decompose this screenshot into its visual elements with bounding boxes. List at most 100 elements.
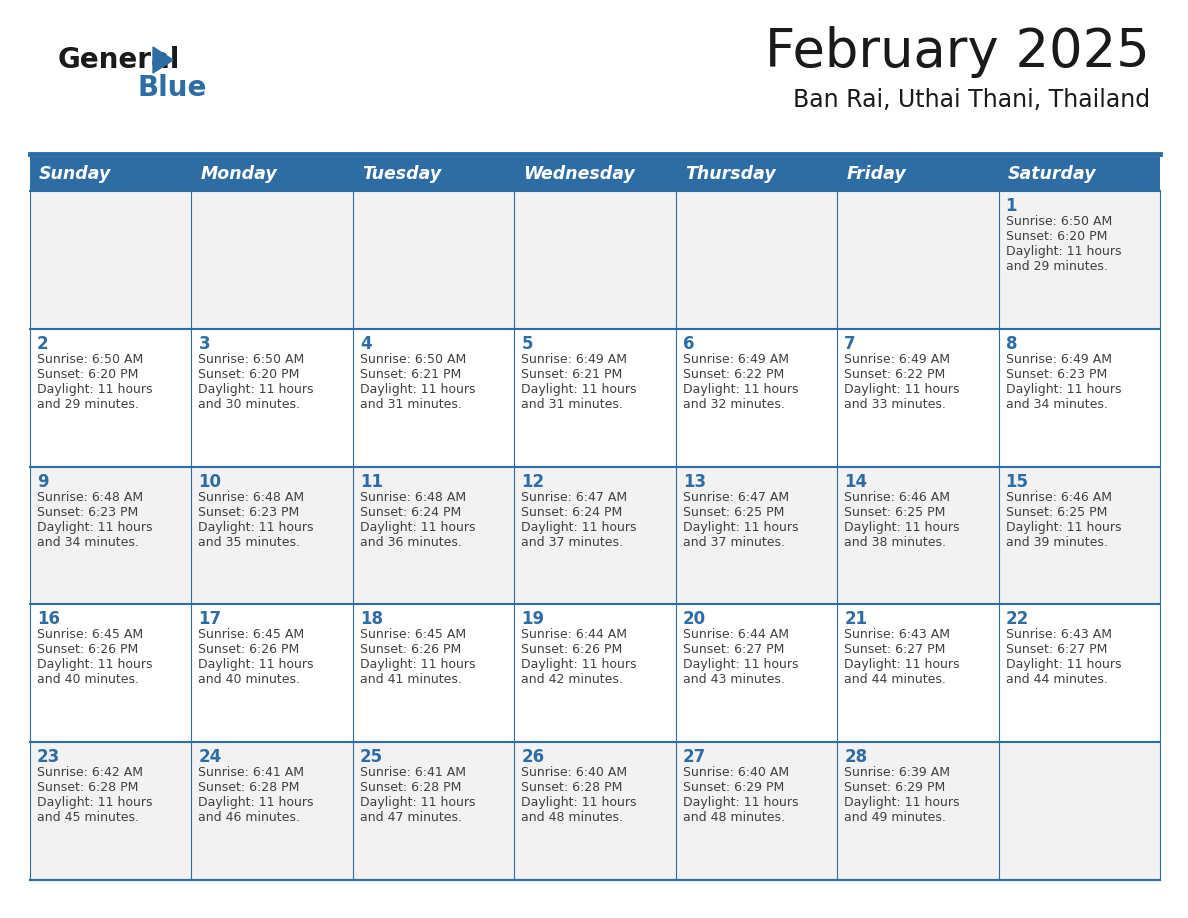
Text: Daylight: 11 hours: Daylight: 11 hours xyxy=(683,383,798,396)
Text: Sunrise: 6:46 AM: Sunrise: 6:46 AM xyxy=(1005,490,1112,504)
Bar xyxy=(191,742,353,880)
Text: Daylight: 11 hours: Daylight: 11 hours xyxy=(1005,245,1121,258)
Text: and 33 minutes.: and 33 minutes. xyxy=(845,397,946,410)
Text: and 44 minutes.: and 44 minutes. xyxy=(845,674,946,687)
Text: Saturday: Saturday xyxy=(1007,165,1097,183)
Text: Daylight: 11 hours: Daylight: 11 hours xyxy=(522,658,637,671)
Text: Sunrise: 6:48 AM: Sunrise: 6:48 AM xyxy=(198,490,304,504)
Text: and 31 minutes.: and 31 minutes. xyxy=(360,397,462,410)
Text: and 47 minutes.: and 47 minutes. xyxy=(360,812,462,824)
Text: Ban Rai, Uthai Thani, Thailand: Ban Rai, Uthai Thani, Thailand xyxy=(792,88,1150,112)
Text: and 29 minutes.: and 29 minutes. xyxy=(37,397,139,410)
Text: Sunset: 6:29 PM: Sunset: 6:29 PM xyxy=(683,781,784,794)
Text: 1: 1 xyxy=(1005,197,1017,215)
Text: and 37 minutes.: and 37 minutes. xyxy=(683,535,785,549)
Text: and 45 minutes.: and 45 minutes. xyxy=(37,812,139,824)
Text: Sunset: 6:28 PM: Sunset: 6:28 PM xyxy=(522,781,623,794)
Text: Sunset: 6:22 PM: Sunset: 6:22 PM xyxy=(845,368,946,381)
Polygon shape xyxy=(153,47,173,73)
Bar xyxy=(838,742,999,880)
Text: and 44 minutes.: and 44 minutes. xyxy=(1005,674,1107,687)
Text: Sunrise: 6:45 AM: Sunrise: 6:45 AM xyxy=(37,629,143,642)
Text: 11: 11 xyxy=(360,473,383,490)
Bar xyxy=(676,466,838,604)
Text: 4: 4 xyxy=(360,335,372,353)
Bar xyxy=(676,742,838,880)
Text: Daylight: 11 hours: Daylight: 11 hours xyxy=(360,383,475,396)
Text: Sunrise: 6:48 AM: Sunrise: 6:48 AM xyxy=(360,490,466,504)
Text: Sunrise: 6:42 AM: Sunrise: 6:42 AM xyxy=(37,767,143,779)
Text: Sunset: 6:25 PM: Sunset: 6:25 PM xyxy=(845,506,946,519)
Bar xyxy=(191,604,353,742)
Text: and 49 minutes.: and 49 minutes. xyxy=(845,812,946,824)
Text: Daylight: 11 hours: Daylight: 11 hours xyxy=(37,521,152,533)
Bar xyxy=(514,604,676,742)
Text: Daylight: 11 hours: Daylight: 11 hours xyxy=(845,658,960,671)
Text: Sunset: 6:24 PM: Sunset: 6:24 PM xyxy=(522,506,623,519)
Text: Sunset: 6:23 PM: Sunset: 6:23 PM xyxy=(198,506,299,519)
Bar xyxy=(514,742,676,880)
Text: Daylight: 11 hours: Daylight: 11 hours xyxy=(845,383,960,396)
Text: Friday: Friday xyxy=(846,165,906,183)
Bar xyxy=(514,157,676,191)
Text: Daylight: 11 hours: Daylight: 11 hours xyxy=(1005,658,1121,671)
Text: Sunset: 6:27 PM: Sunset: 6:27 PM xyxy=(683,644,784,656)
Text: Sunrise: 6:49 AM: Sunrise: 6:49 AM xyxy=(683,353,789,365)
Text: and 41 minutes.: and 41 minutes. xyxy=(360,674,462,687)
Text: Sunrise: 6:45 AM: Sunrise: 6:45 AM xyxy=(198,629,304,642)
Text: Sunrise: 6:41 AM: Sunrise: 6:41 AM xyxy=(360,767,466,779)
Text: Sunrise: 6:40 AM: Sunrise: 6:40 AM xyxy=(522,767,627,779)
Text: Sunset: 6:28 PM: Sunset: 6:28 PM xyxy=(360,781,461,794)
Text: and 32 minutes.: and 32 minutes. xyxy=(683,397,784,410)
Text: Sunset: 6:21 PM: Sunset: 6:21 PM xyxy=(360,368,461,381)
Text: 12: 12 xyxy=(522,473,544,490)
Text: and 36 minutes.: and 36 minutes. xyxy=(360,535,462,549)
Bar xyxy=(191,157,353,191)
Text: Sunrise: 6:50 AM: Sunrise: 6:50 AM xyxy=(198,353,304,365)
Text: Tuesday: Tuesday xyxy=(362,165,441,183)
Bar xyxy=(514,191,676,329)
Text: and 31 minutes.: and 31 minutes. xyxy=(522,397,624,410)
Text: Sunset: 6:23 PM: Sunset: 6:23 PM xyxy=(1005,368,1107,381)
Bar xyxy=(999,157,1159,191)
Text: 20: 20 xyxy=(683,610,706,629)
Bar xyxy=(30,191,191,329)
Text: and 40 minutes.: and 40 minutes. xyxy=(198,674,301,687)
Text: 15: 15 xyxy=(1005,473,1029,490)
Bar xyxy=(676,191,838,329)
Text: Sunrise: 6:49 AM: Sunrise: 6:49 AM xyxy=(1005,353,1112,365)
Text: 28: 28 xyxy=(845,748,867,767)
Text: 8: 8 xyxy=(1005,335,1017,353)
Text: 16: 16 xyxy=(37,610,61,629)
Bar xyxy=(838,329,999,466)
Text: Sunrise: 6:48 AM: Sunrise: 6:48 AM xyxy=(37,490,143,504)
Text: Sunset: 6:25 PM: Sunset: 6:25 PM xyxy=(683,506,784,519)
Text: Daylight: 11 hours: Daylight: 11 hours xyxy=(198,521,314,533)
Text: Sunrise: 6:45 AM: Sunrise: 6:45 AM xyxy=(360,629,466,642)
Text: and 42 minutes.: and 42 minutes. xyxy=(522,674,624,687)
Text: Sunset: 6:22 PM: Sunset: 6:22 PM xyxy=(683,368,784,381)
Text: and 34 minutes.: and 34 minutes. xyxy=(37,535,139,549)
Text: Sunset: 6:28 PM: Sunset: 6:28 PM xyxy=(198,781,299,794)
Text: 7: 7 xyxy=(845,335,855,353)
Text: Sunrise: 6:44 AM: Sunrise: 6:44 AM xyxy=(522,629,627,642)
Bar xyxy=(999,466,1159,604)
Text: Sunrise: 6:49 AM: Sunrise: 6:49 AM xyxy=(845,353,950,365)
Text: Sunrise: 6:49 AM: Sunrise: 6:49 AM xyxy=(522,353,627,365)
Text: Wednesday: Wednesday xyxy=(523,165,636,183)
Text: 13: 13 xyxy=(683,473,706,490)
Text: Sunday: Sunday xyxy=(39,165,112,183)
Text: and 43 minutes.: and 43 minutes. xyxy=(683,674,784,687)
Bar xyxy=(514,466,676,604)
Text: Daylight: 11 hours: Daylight: 11 hours xyxy=(198,383,314,396)
Text: Thursday: Thursday xyxy=(684,165,776,183)
Text: Daylight: 11 hours: Daylight: 11 hours xyxy=(683,796,798,809)
Text: 6: 6 xyxy=(683,335,694,353)
Text: Daylight: 11 hours: Daylight: 11 hours xyxy=(198,658,314,671)
Bar xyxy=(353,466,514,604)
Text: and 48 minutes.: and 48 minutes. xyxy=(683,812,785,824)
Text: 23: 23 xyxy=(37,748,61,767)
Bar xyxy=(999,742,1159,880)
Text: 10: 10 xyxy=(198,473,221,490)
Bar xyxy=(838,604,999,742)
